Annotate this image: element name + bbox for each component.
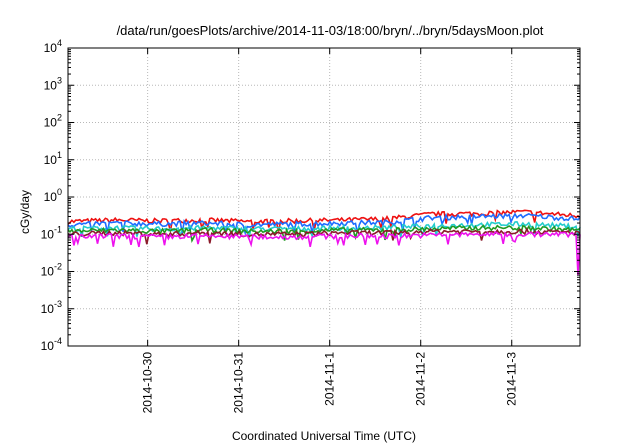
series-line	[67, 212, 581, 236]
x-tick-label: 2014-11-3	[505, 352, 519, 406]
chart-title: /data/run/goesPlots/archive/2014-11-03/1…	[117, 23, 544, 38]
x-tick-label: 2014-10-31	[232, 352, 246, 414]
grid	[68, 48, 580, 346]
y-tick-label: 104	[44, 38, 62, 55]
y-axis-label: cGy/day	[18, 190, 32, 234]
x-tick-label: 2014-11-2	[414, 352, 428, 406]
y-tick-label: 100	[44, 187, 62, 204]
y-tick-label: 102	[44, 113, 62, 130]
x-axis: 2014-10-30 2014-10-31 2014-11-1 2014-11-2 20…	[141, 48, 519, 413]
y-tick-label: 10-1	[41, 224, 62, 241]
y-tick-label: 10-2	[41, 262, 62, 279]
y-tick-label: 103	[44, 75, 62, 92]
x-tick-label: 2014-11-1	[323, 352, 337, 406]
y-axis: 10-4 10-3 10-2 10-1 100 101 102 103 104	[41, 38, 580, 353]
y-tick-label: 10-3	[41, 299, 62, 316]
series-group	[67, 209, 581, 276]
x-tick-label: 2014-10-30	[141, 352, 155, 414]
series-line	[67, 230, 581, 276]
x-axis-label: Coordinated Universal Time (UTC)	[232, 429, 416, 443]
y-tick-label: 101	[44, 150, 62, 167]
y-tick-label: 10-4	[41, 336, 62, 353]
